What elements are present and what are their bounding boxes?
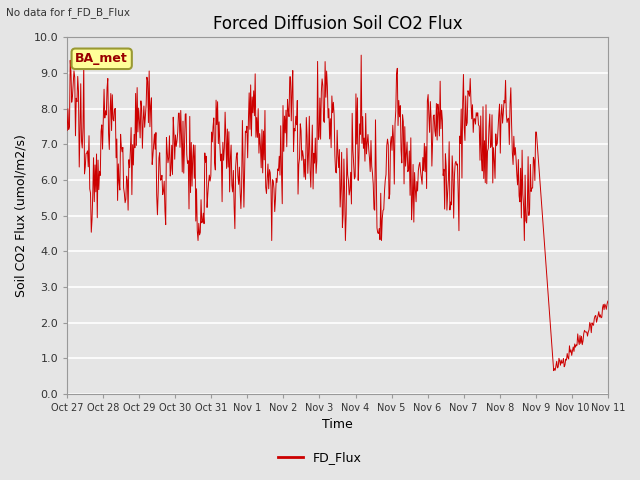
Title: Forced Diffusion Soil CO2 Flux: Forced Diffusion Soil CO2 Flux [212,15,462,33]
Text: No data for f_FD_B_Flux: No data for f_FD_B_Flux [6,7,131,18]
Legend: FD_Flux: FD_Flux [273,446,367,469]
Y-axis label: Soil CO2 Flux (umol/m2/s): Soil CO2 Flux (umol/m2/s) [15,134,28,297]
Text: BA_met: BA_met [76,52,128,65]
X-axis label: Time: Time [322,419,353,432]
